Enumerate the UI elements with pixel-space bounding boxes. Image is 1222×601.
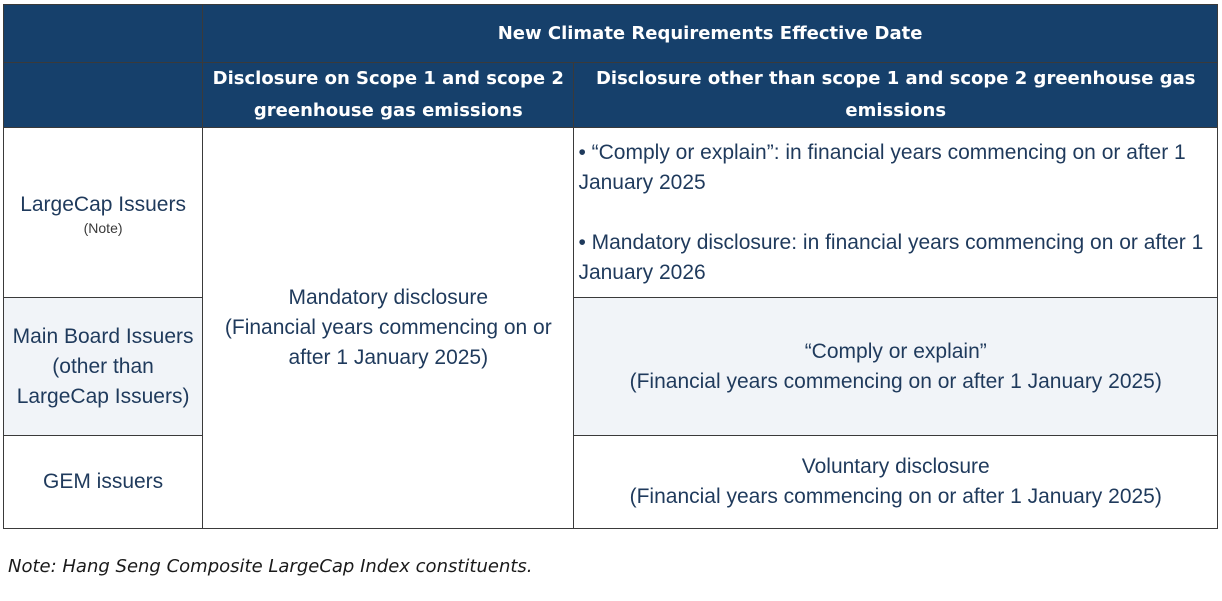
gem-other-line1: Voluntary disclosure	[801, 455, 990, 478]
mainboard-other-cell: “Comply or explain” (Financial years com…	[573, 297, 1218, 436]
row-label-largecap-text: LargeCap Issuers	[20, 192, 186, 216]
scope12-line2: (Financial years commencing on or after …	[224, 316, 552, 369]
header-blank-cell	[2, 4, 204, 63]
largecap-bullet-comply: • “Comply or explain”: in financial year…	[578, 140, 1186, 194]
largecap-other-cell: • “Comply or explain”: in financial year…	[573, 127, 1218, 298]
row-label-mainboard: Main Board Issuers (other than LargeCap …	[2, 297, 204, 436]
table-row-largecap: LargeCap Issuers (Note) Mandatory disclo…	[2, 127, 1218, 529]
table-row-gem: GEM issuers Voluntary disclosure (Financ…	[2, 435, 1218, 529]
header-row-1: New Climate Requirements Effective Date	[2, 4, 1218, 63]
largecap-bullet-mandatory: • Mandatory disclosure: in financial yea…	[578, 230, 1204, 284]
header-blank-cell-2	[2, 62, 204, 128]
scope12-line1: Mandatory disclosure	[288, 286, 489, 309]
table-row-mainboard: Main Board Issuers (other than LargeCap …	[2, 297, 1218, 436]
column-header-other: Disclosure other than scope 1 and scope …	[573, 62, 1218, 128]
row-label-largecap: LargeCap Issuers (Note)	[2, 127, 204, 298]
column-header-scope12: Disclosure on Scope 1 and scope 2 greenh…	[202, 62, 575, 128]
footnote: Note: Hang Seng Composite LargeCap Index…	[8, 556, 533, 577]
row-label-gem: GEM issuers	[2, 435, 204, 529]
mainboard-other-line1: “Comply or explain”	[804, 339, 987, 363]
scope12-merged-cell: Mandatory disclosure (Financial years co…	[202, 127, 575, 529]
gem-other-cell: Voluntary disclosure (Financial years co…	[573, 435, 1218, 529]
gem-other-line2: (Financial years commencing on or after …	[629, 485, 1162, 508]
mainboard-other-line2: (Financial years commencing on or after …	[629, 369, 1162, 393]
climate-requirements-table: New Climate Requirements Effective Date …	[2, 4, 1218, 529]
header-row-2: Disclosure on Scope 1 and scope 2 greenh…	[2, 62, 1218, 128]
row-label-largecap-note: (Note)	[83, 219, 123, 236]
main-header-title: New Climate Requirements Effective Date	[202, 4, 1218, 63]
